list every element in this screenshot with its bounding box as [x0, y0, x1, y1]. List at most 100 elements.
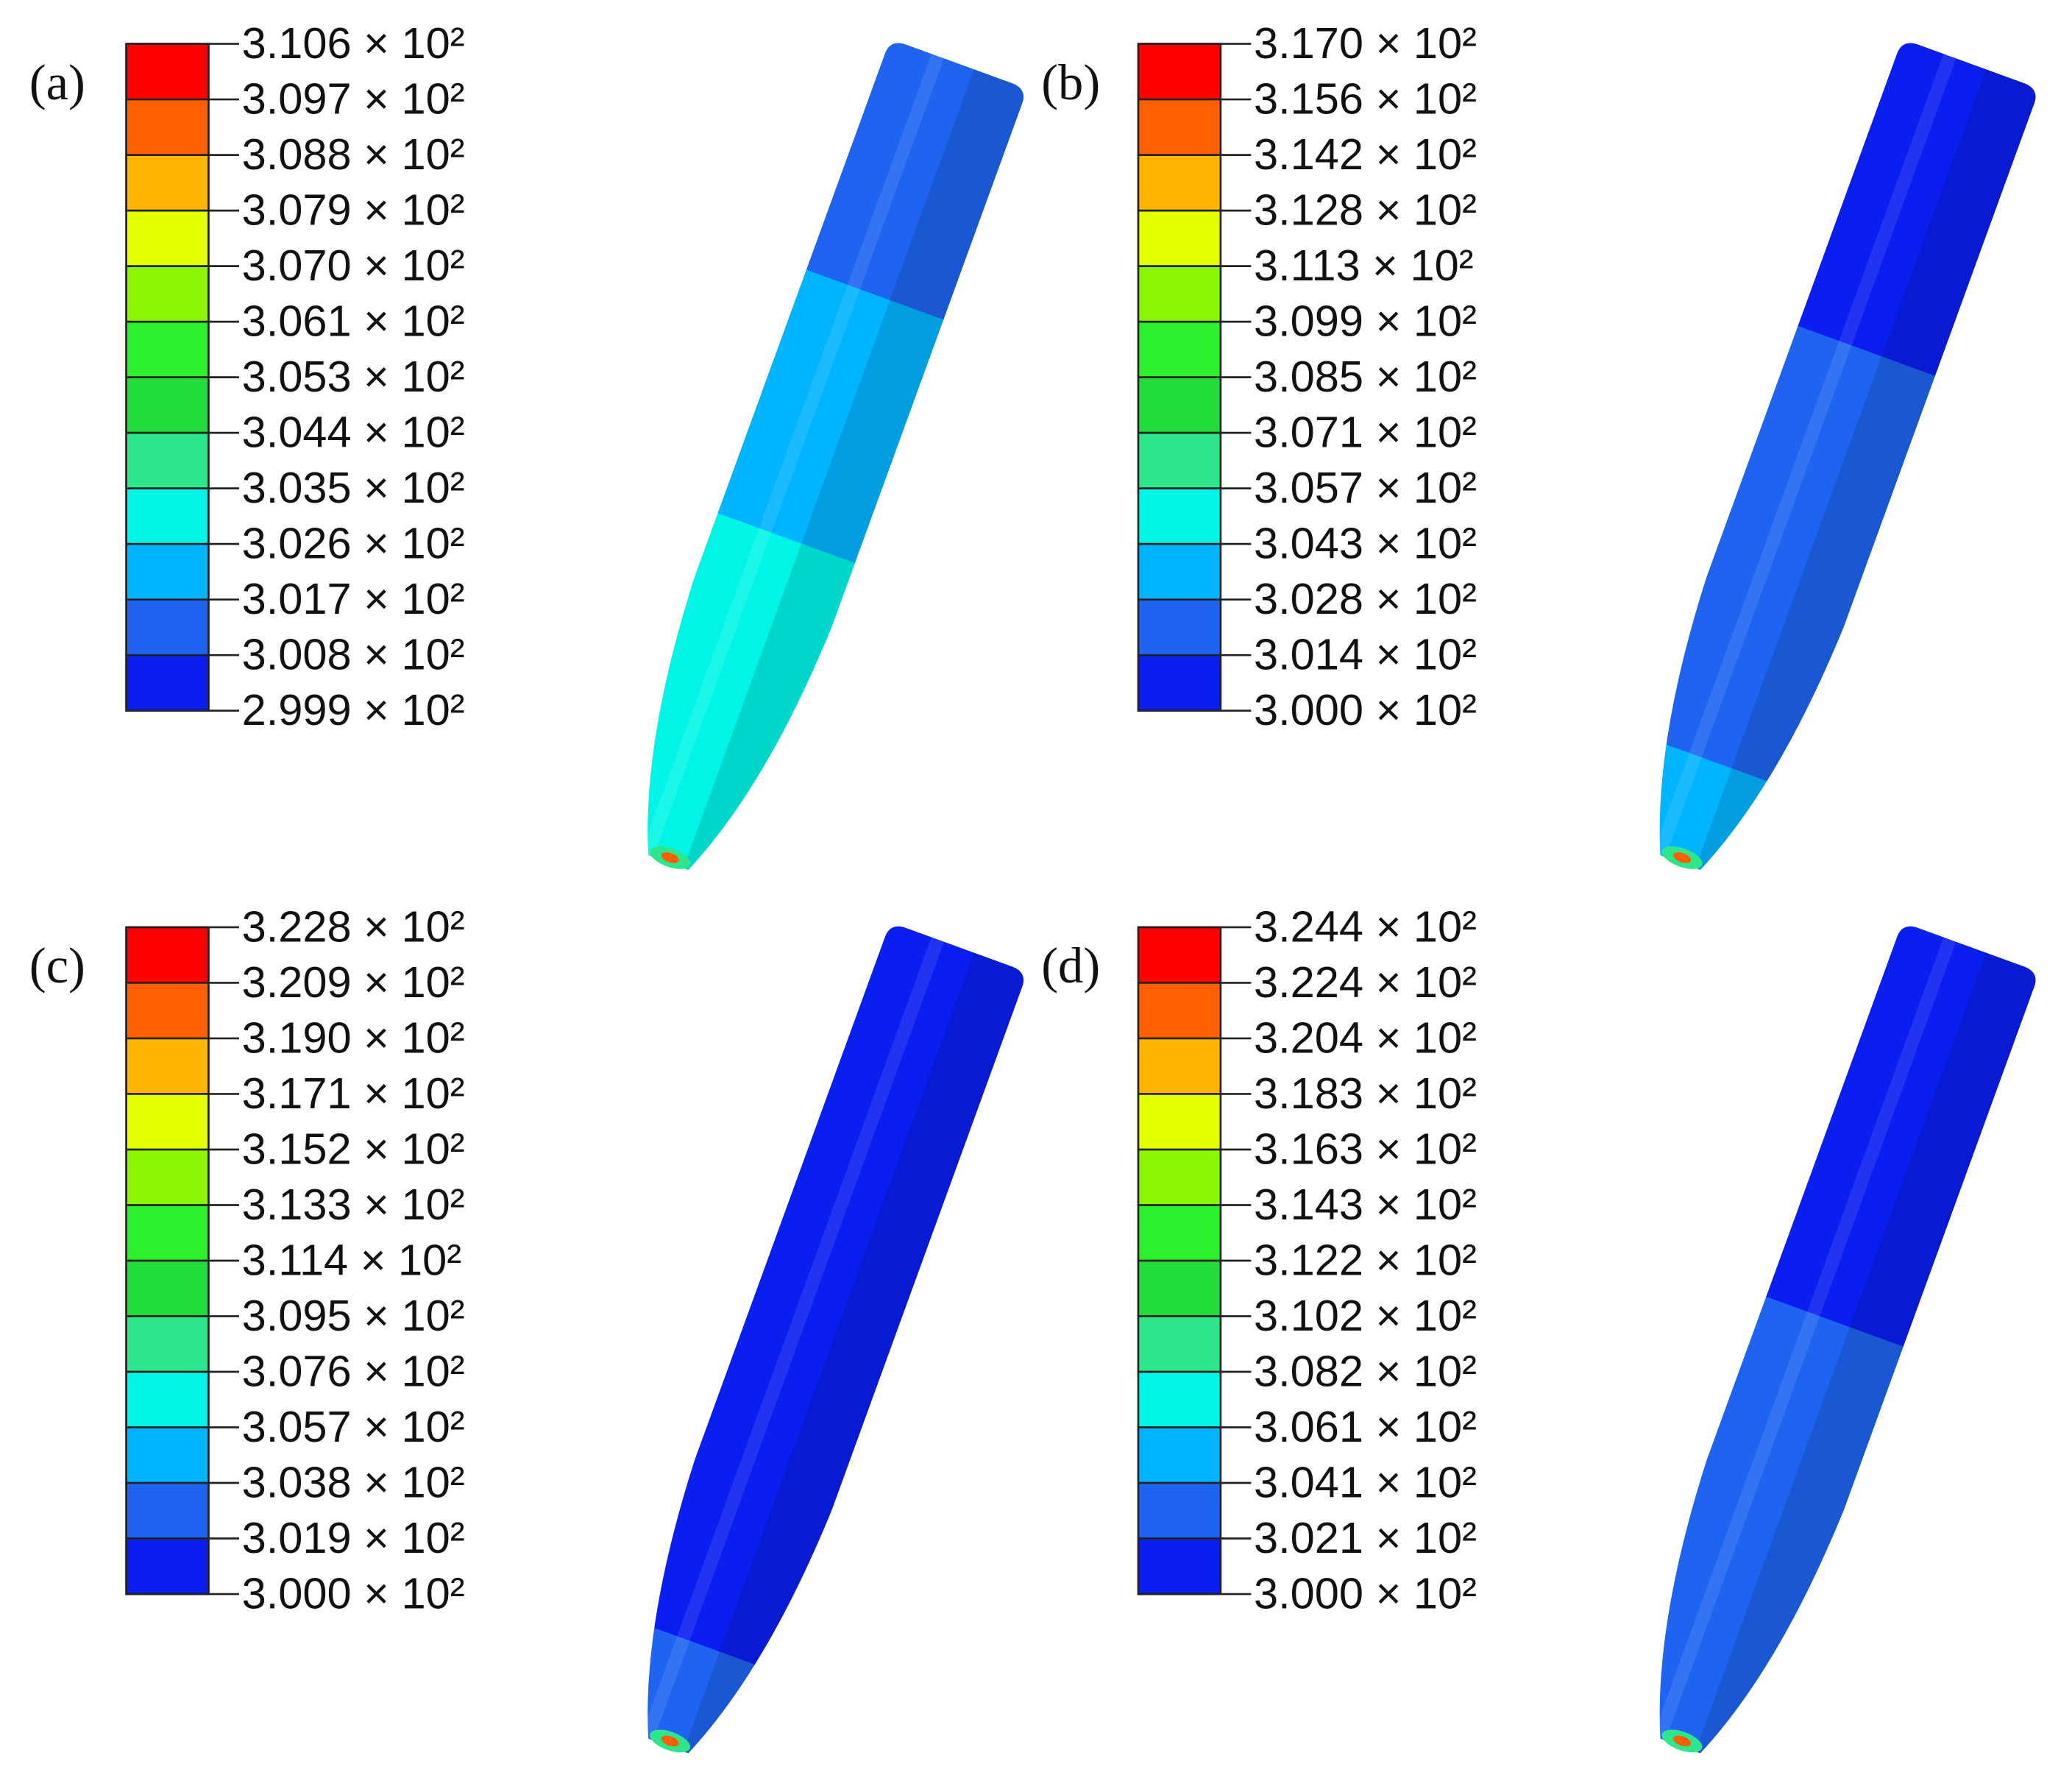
highlight — [640, 937, 944, 1741]
legend-label: 3.017 × 10² — [242, 574, 465, 623]
projectile-fill — [1611, 922, 2040, 1771]
legend-label: 3.076 × 10² — [242, 1346, 465, 1395]
legend-label: 3.008 × 10² — [242, 630, 465, 679]
legend-label: 3.088 × 10² — [242, 130, 465, 179]
nose-core — [1673, 852, 1692, 863]
legend-swatch — [126, 377, 209, 433]
highlight — [640, 54, 944, 857]
legend-label: 3.122 × 10² — [1254, 1235, 1477, 1284]
legend-label: 3.079 × 10² — [242, 185, 465, 234]
legend-swatch — [1138, 1427, 1221, 1484]
projectile-fill — [599, 922, 1028, 1771]
legend-swatch — [126, 210, 209, 266]
legend-label: 3.014 × 10² — [1254, 630, 1477, 679]
legend-label: 3.097 × 10² — [242, 74, 465, 123]
legend-swatch — [126, 99, 209, 155]
legend-swatch — [126, 982, 209, 1038]
legend-label: 3.209 × 10² — [242, 957, 465, 1007]
legend-label: 3.057 × 10² — [242, 1402, 465, 1451]
projectile — [1611, 922, 2040, 1771]
legend-swatch — [126, 1427, 209, 1484]
nose-core — [661, 1735, 679, 1747]
legend-swatch — [126, 155, 209, 211]
legend-label: 3.095 × 10² — [242, 1291, 465, 1340]
legend-label: 3.113 × 10² — [1254, 241, 1474, 290]
shade — [683, 69, 1028, 888]
legend-swatch — [126, 266, 209, 322]
legend-swatch — [1138, 544, 1221, 600]
legend-label: 3.228 × 10² — [242, 902, 465, 951]
projectile-fill — [599, 38, 1028, 888]
legend-swatch — [126, 1316, 209, 1373]
legend-label: 3.070 × 10² — [242, 241, 465, 290]
legend-swatch — [1138, 43, 1221, 100]
contour-band — [1732, 1294, 1910, 1426]
shade — [683, 952, 1028, 1771]
legend-swatch — [1138, 1372, 1221, 1428]
highlight — [1653, 937, 1956, 1741]
legend-label: 3.106 × 10² — [242, 18, 465, 68]
nose-core — [1673, 1735, 1692, 1747]
legend-swatch — [1138, 266, 1221, 322]
legend-swatch — [126, 1094, 209, 1150]
legend-label: 3.053 × 10² — [242, 352, 465, 401]
legend-swatch — [1138, 655, 1221, 711]
legend-label: 3.028 × 10² — [1254, 574, 1477, 623]
shade — [1695, 952, 2040, 1771]
legend-label: 3.041 × 10² — [1254, 1457, 1477, 1506]
legend-swatch — [126, 322, 209, 378]
legend-swatch — [1138, 927, 1221, 983]
legend-label: 3.152 × 10² — [242, 1124, 465, 1173]
legend-label: 3.061 × 10² — [1254, 1402, 1477, 1451]
legend-label: 3.000 × 10² — [242, 1568, 465, 1618]
legend-label: 3.114 × 10² — [242, 1235, 462, 1284]
legend-swatch — [1138, 210, 1221, 266]
contour-band — [1641, 323, 1942, 792]
legend-swatch — [1138, 1538, 1221, 1595]
legend-label: 3.035 × 10² — [242, 463, 465, 512]
legend-label: 3.099 × 10² — [1254, 296, 1477, 345]
contour-band — [1791, 38, 2040, 380]
contour-band — [1611, 1369, 1883, 1771]
panel-label: (b) — [1041, 54, 1100, 110]
legend-label: 3.057 × 10² — [1254, 463, 1477, 512]
legend-label: 3.171 × 10² — [242, 1069, 465, 1118]
legend-label: 3.026 × 10² — [242, 519, 465, 568]
legend-swatch — [126, 1372, 209, 1428]
legend-swatch — [1138, 1260, 1221, 1317]
nose-core — [661, 852, 679, 863]
legend-swatch — [126, 1038, 209, 1094]
legend-swatch — [1138, 433, 1221, 489]
legend-swatch — [126, 1260, 209, 1317]
legend-label: 3.204 × 10² — [1254, 1013, 1477, 1062]
legend-swatch — [1138, 488, 1221, 545]
legend-swatch — [1138, 599, 1221, 656]
legend-swatch — [126, 433, 209, 489]
legend-label: 2.999 × 10² — [242, 685, 465, 734]
shade — [1695, 69, 2040, 888]
legend-swatch — [1138, 1483, 1221, 1539]
legend-label: 3.142 × 10² — [1254, 130, 1477, 179]
highlight — [1653, 54, 1956, 857]
legend-swatch — [1138, 1094, 1221, 1150]
legend-label: 3.000 × 10² — [1254, 685, 1477, 734]
panel-label: (c) — [29, 938, 85, 994]
panel: (b) 3.170 × 10² 3.156 × 10² 3.142 × 10² 3.12… — [1041, 18, 2040, 888]
panel: (a) 3.106 × 10² 3.097 × 10² 3.088 × 10² 3.07… — [29, 18, 1028, 888]
panel-label: (a) — [29, 54, 85, 110]
legend-label: 3.038 × 10² — [242, 1457, 465, 1506]
contour-band — [1759, 922, 2040, 1350]
legend-label: 3.128 × 10² — [1254, 185, 1477, 234]
legend-swatch — [126, 488, 209, 545]
legend-label: 3.163 × 10² — [1254, 1124, 1477, 1173]
legend-swatch — [1138, 1205, 1221, 1261]
legend-swatch — [1138, 99, 1221, 155]
legend-label: 3.044 × 10² — [242, 407, 465, 456]
legend-label: 3.102 × 10² — [1254, 1291, 1477, 1340]
legend-swatch — [1138, 982, 1221, 1038]
panel-label: (d) — [1041, 938, 1100, 994]
legend-label: 3.156 × 10² — [1254, 74, 1477, 123]
legend-label: 3.085 × 10² — [1254, 352, 1477, 401]
